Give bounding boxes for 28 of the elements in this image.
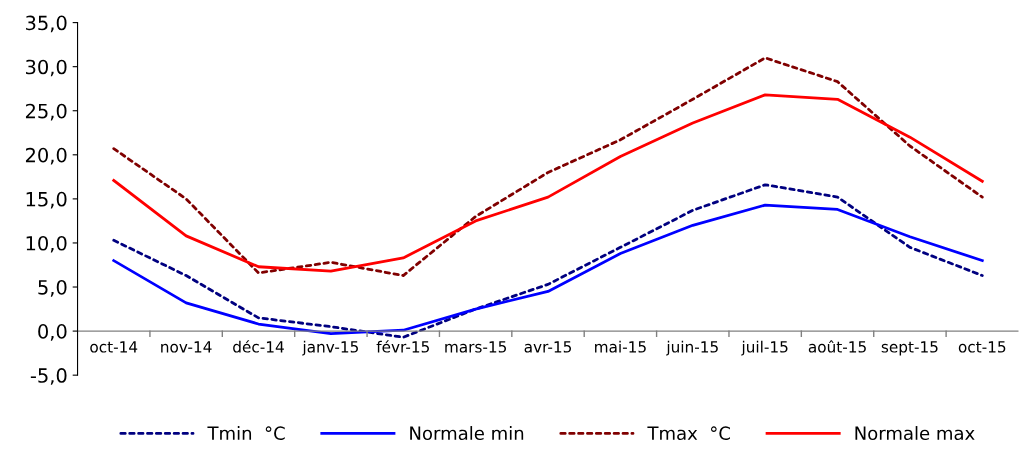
x-tick-label: avr-15 <box>524 341 572 353</box>
y-tick-label: 20,0 <box>25 147 67 165</box>
x-tick-label: août-15 <box>808 340 866 353</box>
x-tick-label: oct-14 <box>90 341 138 353</box>
y-tick-label: 5,0 <box>38 279 67 297</box>
y-tick-label: 35,0 <box>26 15 67 33</box>
x-tick-label: mars-15 <box>445 341 507 353</box>
line-series <box>112 93 984 273</box>
legend-label: Normale min <box>410 426 524 441</box>
y-tick-label: 15,0 <box>26 191 67 209</box>
line-series <box>112 56 984 277</box>
legend-label: Normale max <box>855 426 975 441</box>
x-tick-label: oct-15 <box>958 341 1006 353</box>
y-tick-label: 30,0 <box>26 59 67 77</box>
legend-label: Tmax °C <box>647 426 730 441</box>
x-tick-label: juil-15 <box>741 340 788 356</box>
x-tick-label: févr-15 <box>376 340 429 353</box>
x-tick-label: mai-15 <box>595 340 646 353</box>
x-tick-label: nov-14 <box>161 341 212 353</box>
y-tick-label: -5,0 <box>30 368 67 385</box>
y-tick-label: 10,0 <box>26 235 67 253</box>
x-tick-label: déc-14 <box>233 340 284 353</box>
x-tick-label: sept-15 <box>881 341 938 356</box>
x-tick-label: juin-15 <box>666 340 718 356</box>
x-tick-label: janv-15 <box>302 340 358 356</box>
y-tick-label: 0,0 <box>38 324 67 341</box>
legend-label: Tmin °C <box>207 426 285 441</box>
y-tick-label: 25,0 <box>25 103 67 121</box>
